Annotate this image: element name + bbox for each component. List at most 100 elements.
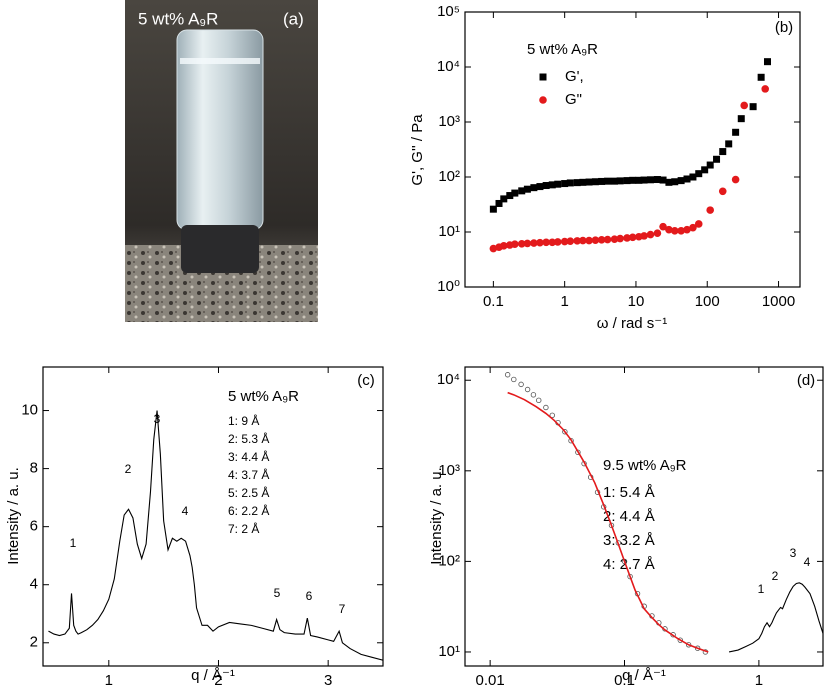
vial-meniscus	[180, 58, 260, 64]
data-point	[585, 236, 593, 245]
data-line	[728, 582, 824, 653]
y-tick-label: 2	[30, 634, 38, 651]
data-point	[629, 176, 637, 184]
data-point	[598, 177, 606, 185]
data-point	[548, 238, 557, 247]
data-point	[573, 237, 582, 245]
peak-label: 7	[339, 602, 346, 616]
data-point	[640, 232, 648, 240]
data-point	[542, 182, 550, 190]
data-point	[665, 225, 673, 234]
y-tick-label: 10¹	[438, 643, 460, 660]
data-point	[713, 155, 721, 163]
photo-panel: 5 wt% A₉R (a)	[125, 0, 318, 322]
data-point	[585, 178, 593, 186]
data-point	[591, 178, 599, 186]
x-tick-label: 1	[755, 672, 763, 685]
y-tick-label: 8	[30, 460, 38, 477]
data-point	[530, 392, 537, 398]
data-point	[635, 176, 643, 184]
data-point	[573, 179, 581, 187]
chart-panel: 0.1 1 10 100 1000 10⁰ 10¹ 10² 10³ 10⁴ 10⁵ ω / rad s…	[409, 3, 801, 332]
y-tick-label: 10⁴	[437, 58, 460, 75]
data-point	[653, 176, 661, 184]
data-point	[616, 234, 624, 243]
y-axis-label: Intensity / a. u.	[5, 467, 22, 565]
y-axis-label: Intensity / a. u.	[428, 467, 445, 565]
data-point	[677, 637, 683, 643]
peak-label: 5	[274, 586, 281, 600]
plot-frame	[464, 366, 824, 667]
data-point	[659, 176, 667, 184]
data-point	[542, 238, 550, 247]
data-point	[560, 237, 569, 246]
data-point	[718, 187, 727, 196]
data-point	[554, 180, 562, 188]
data-point	[628, 233, 637, 242]
data-point	[689, 173, 697, 181]
panel-label: (a)	[283, 9, 304, 28]
data-point	[763, 58, 771, 66]
y-tick-label: 10¹	[438, 223, 460, 240]
y-tick-label: 10	[21, 402, 38, 419]
annotation: 5 wt% A₉R	[527, 41, 598, 58]
data-point	[623, 177, 631, 185]
chart-panel: 1 2 3 2 4 6 8 10 q / Å⁻¹ Intensity / a. u. (c) 5 wt…	[5, 366, 384, 689]
data-point	[604, 177, 612, 185]
x-tick-label: 0.01	[476, 672, 505, 685]
data-point	[616, 177, 624, 185]
plot-frame	[464, 11, 801, 288]
data-point	[504, 372, 511, 378]
d-spacing-note: 3: 3.2 Å	[603, 532, 655, 549]
peak-label: 4	[182, 504, 189, 518]
data-point	[549, 412, 555, 419]
x-axis-label: ω / rad s⁻¹	[597, 315, 667, 332]
data-point	[653, 229, 662, 238]
d-spacing-note: 4: 2.7 Å	[603, 556, 655, 573]
data-point	[511, 376, 517, 383]
plot-frame	[42, 366, 384, 667]
x-tick-label: 3	[324, 672, 332, 685]
x-tick-label: 0.1	[483, 293, 504, 310]
peak-label: 3	[154, 412, 161, 426]
y-tick-label: 6	[30, 518, 38, 535]
panel-label: (d)	[797, 372, 815, 389]
x-axis-label: q / Å⁻¹	[622, 667, 666, 684]
data-point	[524, 386, 531, 393]
data-point	[530, 184, 538, 192]
data-point	[500, 195, 508, 203]
legend-label: G',	[565, 68, 584, 85]
d-spacing-note: 6: 2.2 Å	[228, 503, 269, 518]
data-point	[523, 239, 532, 248]
data-point	[568, 438, 574, 444]
x-tick-label: 1000	[762, 293, 795, 310]
data-point	[553, 238, 562, 246]
data-point	[646, 230, 655, 239]
y-tick-label: 10²	[438, 168, 460, 185]
peak-label: 2	[772, 569, 779, 583]
data-point	[566, 179, 574, 187]
data-point	[517, 240, 526, 248]
data-point	[670, 227, 679, 235]
data-point	[543, 404, 549, 411]
d-spacing-note: 1: 5.4 Å	[603, 484, 655, 501]
data-point	[562, 429, 568, 435]
x-tick-label: 2	[214, 672, 222, 685]
x-tick-label: 10	[628, 293, 645, 310]
data-point	[732, 128, 740, 136]
panel-label: (b)	[775, 19, 793, 36]
data-point	[671, 178, 679, 186]
data-point	[689, 223, 697, 232]
data-point	[659, 222, 667, 231]
data-point	[685, 642, 692, 648]
y-tick-label: 10³	[438, 462, 460, 479]
legend-marker	[539, 96, 547, 104]
y-tick-label: 10⁰	[437, 278, 460, 295]
legend-marker	[539, 73, 547, 81]
data-point	[610, 177, 618, 185]
x-tick-label: 1	[105, 672, 113, 685]
data-point	[597, 236, 606, 244]
data-point	[536, 397, 542, 404]
data-point	[761, 85, 770, 93]
